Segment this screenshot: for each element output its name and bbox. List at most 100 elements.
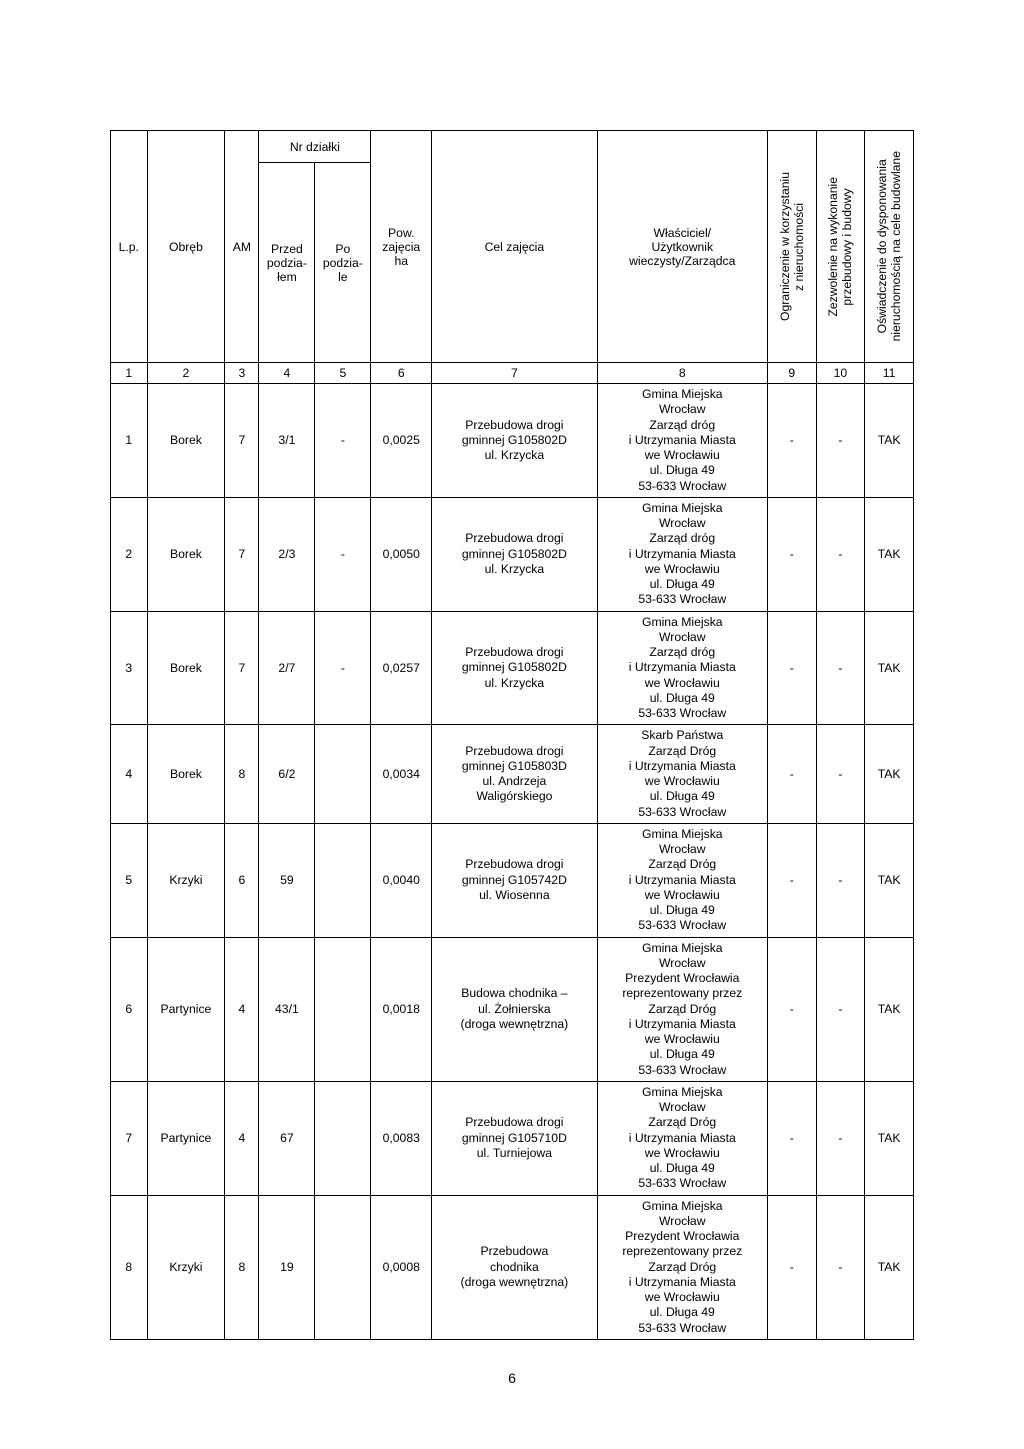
cell-am: 8: [225, 1195, 259, 1339]
cell-osw: TAK: [865, 384, 914, 498]
page-number: 6: [110, 1370, 914, 1386]
colnum: 3: [225, 363, 259, 384]
cell-przed: 19: [259, 1195, 315, 1339]
cell-zez: -: [816, 497, 865, 611]
table-row: 5Krzyki659 0,0040Przebudowa drogi gminnej…: [111, 823, 914, 937]
cell-obreb: Borek: [147, 497, 225, 611]
cell-przed: 3/1: [259, 384, 315, 498]
cell-osw: TAK: [865, 497, 914, 611]
cell-zez: -: [816, 611, 865, 725]
cell-osw: TAK: [865, 823, 914, 937]
cell-zez: -: [816, 823, 865, 937]
cell-wlas: Gmina Miejska Wrocław Zarząd dróg i Utrz…: [597, 384, 767, 498]
cell-ogr: -: [767, 937, 816, 1081]
col-header-lp: L.p.: [111, 131, 148, 363]
cell-obreb: Borek: [147, 384, 225, 498]
cell-obreb: Borek: [147, 611, 225, 725]
cell-po: -: [315, 611, 371, 725]
colnum: 4: [259, 363, 315, 384]
colnum: 10: [816, 363, 865, 384]
cell-lp: 4: [111, 725, 148, 824]
cell-cel: Przebudowa chodnika (droga wewnętrzna): [432, 1195, 597, 1339]
cell-po: [315, 937, 371, 1081]
cell-am: 7: [225, 384, 259, 498]
table-row: 6Partynice443/1 0,0018Budowa chodnika – u…: [111, 937, 914, 1081]
cell-po: -: [315, 384, 371, 498]
cell-cel: Przebudowa drogi gminnej G105802D ul. Kr…: [432, 497, 597, 611]
colnum: 9: [767, 363, 816, 384]
cell-cel: Przebudowa drogi gminnej G105803D ul. An…: [432, 725, 597, 824]
cell-lp: 8: [111, 1195, 148, 1339]
table-row: 8Krzyki8190,0008Przebudowa chodnika (dro…: [111, 1195, 914, 1339]
cell-pow: 0,0018: [371, 937, 432, 1081]
cell-pow: 0,0040: [371, 823, 432, 937]
cell-obreb: Partynice: [147, 937, 225, 1081]
cell-cel: Budowa chodnika – ul. Żołnierska (droga …: [432, 937, 597, 1081]
table-row: 4Borek86/2 0,0034Przebudowa drogi gminnej…: [111, 725, 914, 824]
cell-obreb: Borek: [147, 725, 225, 824]
colnum: 7: [432, 363, 597, 384]
table-row: 3Borek72/7-0,0257Przebudowa drogi gminne…: [111, 611, 914, 725]
cell-ogr: -: [767, 497, 816, 611]
cell-pow: 0,0008: [371, 1195, 432, 1339]
column-number-row: 1 2 3 4 5 6 7 8 9 10 11: [111, 363, 914, 384]
colnum: 8: [597, 363, 767, 384]
cell-przed: 43/1: [259, 937, 315, 1081]
cell-lp: 2: [111, 497, 148, 611]
cell-ogr: -: [767, 1195, 816, 1339]
colnum: 2: [147, 363, 225, 384]
cell-przed: 2/7: [259, 611, 315, 725]
col-header-po: Po podzia- le: [315, 163, 371, 363]
cell-po: [315, 823, 371, 937]
cell-po: [315, 725, 371, 824]
cell-pow: 0,0034: [371, 725, 432, 824]
cell-osw: TAK: [865, 937, 914, 1081]
table-row: 7Partynice4670,0083Przebudowa drogi gmin…: [111, 1081, 914, 1195]
cell-am: 8: [225, 725, 259, 824]
cell-ogr: -: [767, 725, 816, 824]
cell-osw: TAK: [865, 1195, 914, 1339]
cell-lp: 1: [111, 384, 148, 498]
cell-cel: Przebudowa drogi gminnej G105802D ul. Kr…: [432, 384, 597, 498]
cell-przed: 6/2: [259, 725, 315, 824]
cell-przed: 59: [259, 823, 315, 937]
col-header-oswiadczenie: Oświadczenie do dysponowania nieruchomoś…: [865, 131, 914, 363]
col-header-ograniczenie: Ograniczenie w korzystaniu z nieruchomoś…: [767, 131, 816, 363]
cell-wlas: Skarb Państwa Zarząd Dróg i Utrzymania M…: [597, 725, 767, 824]
cell-lp: 7: [111, 1081, 148, 1195]
land-table: L.p. Obręb AM Nr działki Pow. zajęcia ha…: [110, 130, 914, 1340]
cell-zez: -: [816, 725, 865, 824]
cell-am: 7: [225, 497, 259, 611]
cell-cel: Przebudowa drogi gminnej G105742D ul. Wi…: [432, 823, 597, 937]
cell-ogr: -: [767, 823, 816, 937]
cell-lp: 5: [111, 823, 148, 937]
col-header-zezwolenie: Zezwolenie na wykonanie przebudowy i bud…: [816, 131, 865, 363]
cell-pow: 0,0025: [371, 384, 432, 498]
cell-pow: 0,0257: [371, 611, 432, 725]
col-header-obreb: Obręb: [147, 131, 225, 363]
cell-zez: -: [816, 384, 865, 498]
cell-osw: TAK: [865, 611, 914, 725]
cell-lp: 6: [111, 937, 148, 1081]
cell-ogr: -: [767, 1081, 816, 1195]
cell-osw: TAK: [865, 725, 914, 824]
cell-am: 6: [225, 823, 259, 937]
cell-po: [315, 1195, 371, 1339]
col-header-am: AM: [225, 131, 259, 363]
cell-przed: 67: [259, 1081, 315, 1195]
cell-am: 4: [225, 1081, 259, 1195]
cell-wlas: Gmina Miejska Wrocław Zarząd Dróg i Utrz…: [597, 823, 767, 937]
colnum: 6: [371, 363, 432, 384]
cell-obreb: Krzyki: [147, 1195, 225, 1339]
cell-wlas: Gmina Miejska Wrocław Zarząd Dróg i Utrz…: [597, 1081, 767, 1195]
cell-am: 4: [225, 937, 259, 1081]
cell-obreb: Partynice: [147, 1081, 225, 1195]
cell-po: [315, 1081, 371, 1195]
cell-ogr: -: [767, 384, 816, 498]
cell-wlas: Gmina Miejska Wrocław Zarząd dróg i Utrz…: [597, 611, 767, 725]
cell-obreb: Krzyki: [147, 823, 225, 937]
col-header-wlasciciel: Właściciel/ Użytkownik wieczysty/Zarządc…: [597, 131, 767, 363]
col-header-cel: Cel zajęcia: [432, 131, 597, 363]
colnum: 11: [865, 363, 914, 384]
cell-zez: -: [816, 937, 865, 1081]
